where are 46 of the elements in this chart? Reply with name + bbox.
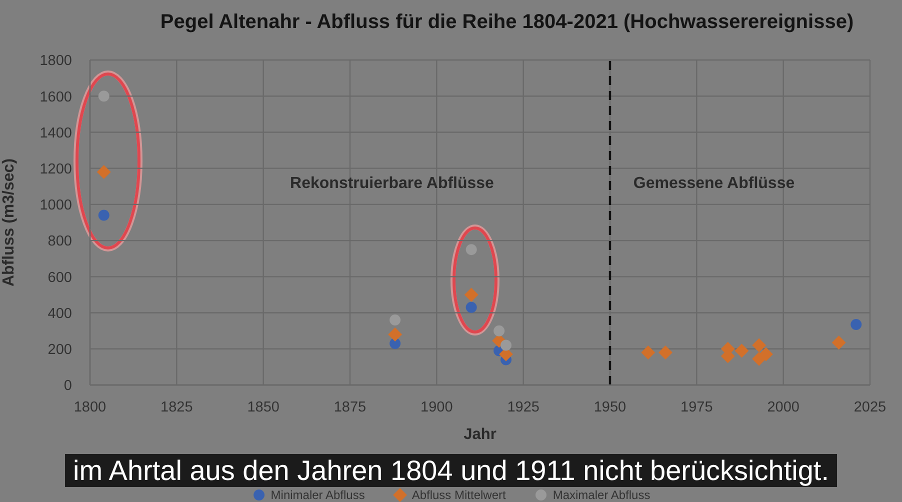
text: im Ahrtal aus den Jahren 1804 und 1911 nicht berücksichtigt.: [73, 455, 829, 486]
x-tick-label: 2000: [767, 399, 800, 416]
point: [752, 338, 766, 352]
point: [388, 327, 402, 342]
point: [466, 302, 477, 313]
point: [500, 340, 512, 351]
y-tick-label: 1800: [40, 53, 72, 70]
point: [832, 336, 846, 350]
point: [390, 314, 401, 326]
x-tick-label: 1825: [160, 399, 193, 416]
y-axis-title: Abfluss (m3/sec): [0, 158, 18, 287]
y-tick-label: 400: [48, 306, 72, 322]
x-tick-label: 1900: [420, 399, 453, 416]
legend-label: Abfluss Mittelwert: [412, 488, 506, 502]
y-tick-label: 1600: [40, 89, 72, 106]
point: [98, 210, 110, 221]
point: [658, 346, 672, 360]
chart-title: Pegel Altenahr - Abfluss für die Reihe 1804-2021 (Hochwasserereignisse): [160, 11, 854, 33]
point: [759, 347, 773, 362]
x-tick-label: 2025: [854, 399, 886, 416]
y-tick-label: 600: [48, 270, 72, 286]
point: [641, 346, 656, 360]
point: [850, 319, 862, 330]
y-tick-label: 1400: [40, 125, 72, 142]
y-tick-label: 1000: [40, 198, 72, 214]
y-tick-label: 200: [48, 342, 72, 358]
x-tick-label: 1950: [594, 399, 626, 416]
x-tick-label: 1875: [334, 399, 366, 416]
y-tick-label: 1200: [40, 161, 72, 178]
x-axis-title: Jahr: [464, 426, 496, 443]
point: [494, 325, 505, 336]
y-tick-label: 800: [48, 234, 72, 250]
point: [464, 288, 478, 302]
point: [98, 90, 110, 102]
annotation: Gemessene Abflüsse: [633, 175, 795, 192]
legend-label: Maximaler Abfluss: [552, 488, 650, 502]
x-tick-label: 1925: [507, 399, 540, 416]
x-tick-label: 1975: [680, 399, 713, 416]
y-tick-label: 0: [64, 378, 72, 394]
point: [734, 344, 749, 358]
x-tick-label: 1850: [247, 399, 280, 416]
x-tick-label: 1800: [74, 399, 106, 416]
point: [96, 164, 111, 179]
point: [466, 244, 477, 256]
legend-label: Minimaler Abfluss: [270, 488, 365, 502]
annotation: Rekonstruierbare Abflüsse: [290, 175, 494, 192]
